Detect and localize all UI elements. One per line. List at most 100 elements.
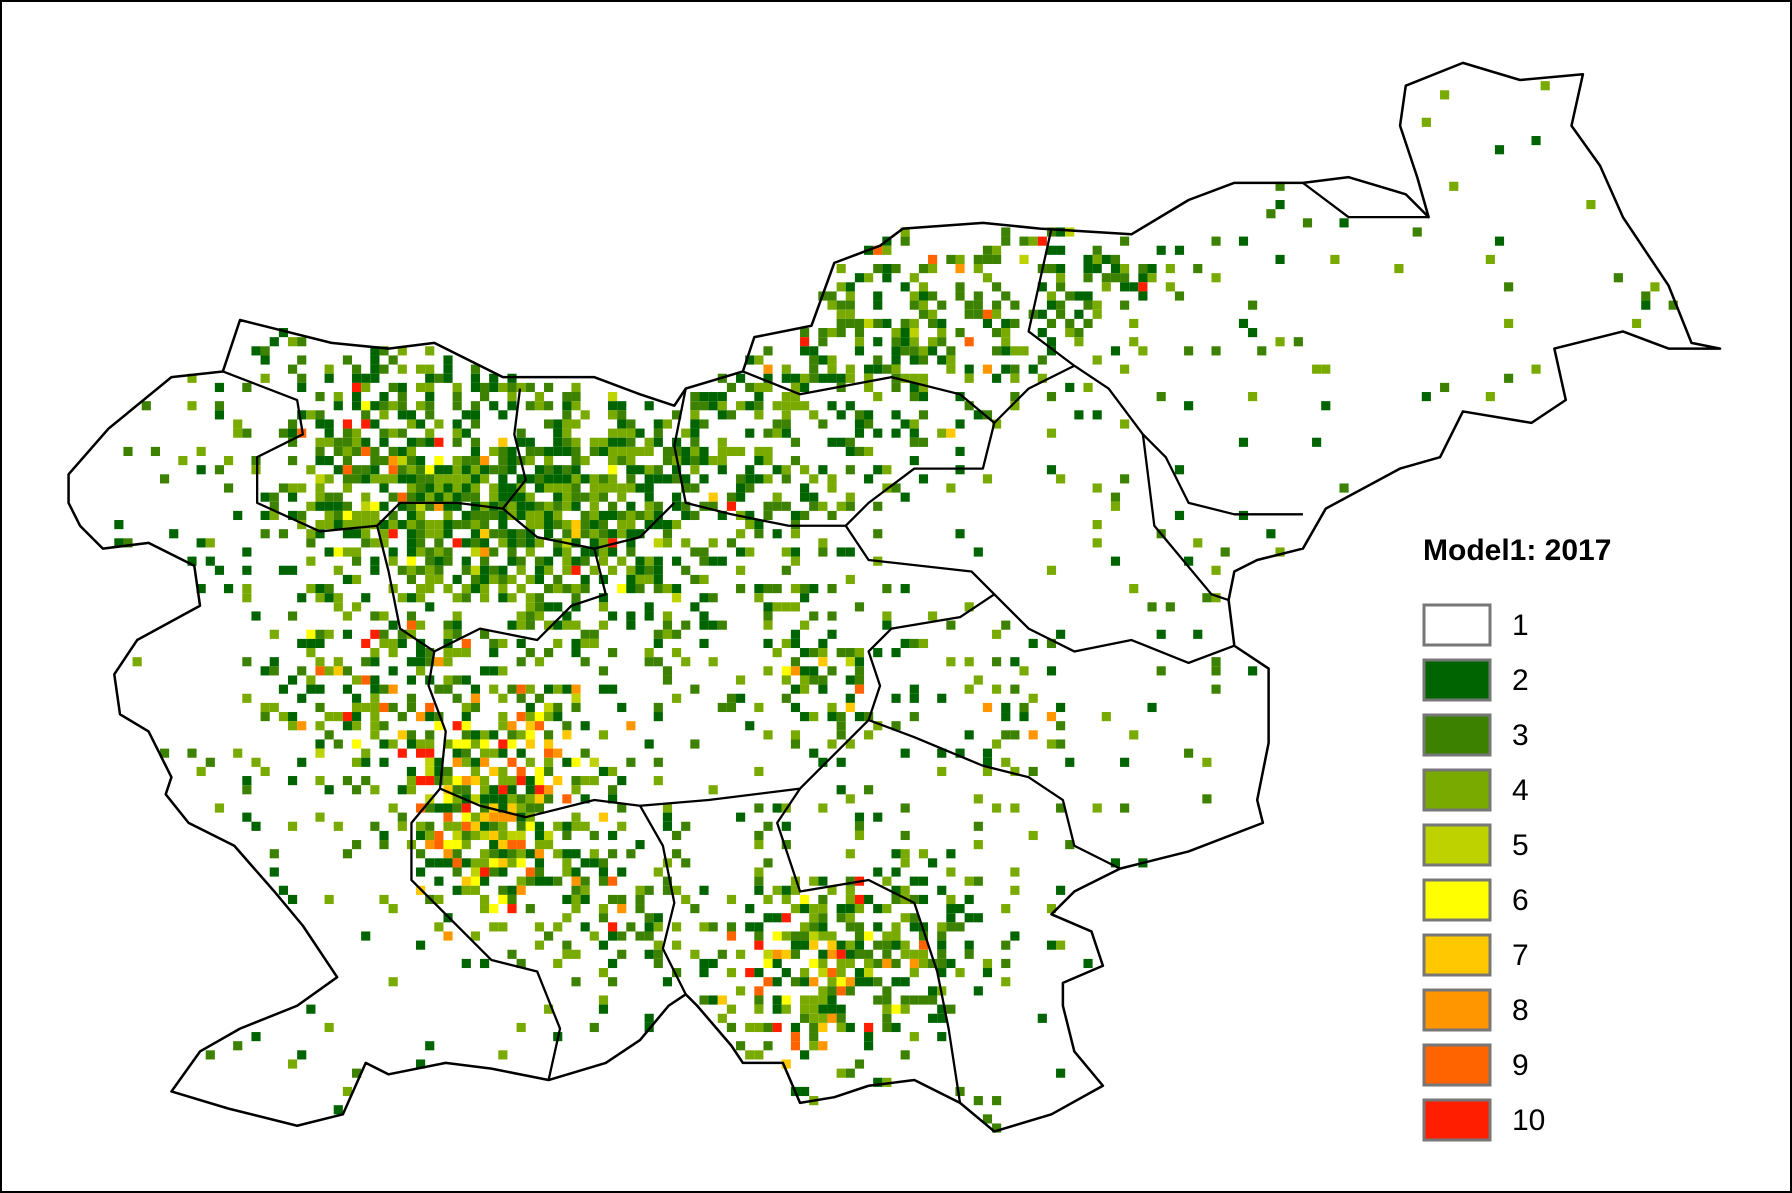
cell: [379, 684, 389, 694]
cell: [260, 712, 270, 722]
cell: [827, 291, 837, 301]
cell: [315, 529, 325, 539]
cell: [562, 392, 572, 402]
cell: [196, 584, 206, 594]
cell: [315, 520, 325, 530]
cell: [818, 968, 828, 978]
cell: [534, 794, 545, 804]
cell: [845, 492, 855, 502]
cell: [790, 977, 801, 987]
cell: [955, 392, 965, 402]
cell: [800, 1004, 810, 1014]
cell: [342, 721, 353, 731]
cell: [352, 757, 362, 767]
cell: [937, 885, 947, 895]
cell: [333, 465, 343, 475]
cell: [461, 702, 471, 713]
cell: [845, 894, 855, 905]
cell: [525, 684, 535, 694]
cell: [1028, 766, 1038, 777]
cell: [763, 474, 773, 484]
cell: [580, 885, 590, 895]
cell: [534, 922, 545, 932]
cell: [571, 556, 581, 566]
cell: [754, 702, 764, 713]
cell: [1010, 364, 1020, 374]
cell: [352, 510, 362, 521]
cell: [379, 721, 389, 731]
cell: [489, 730, 499, 740]
cell: [1110, 254, 1121, 265]
cell: [589, 538, 599, 548]
cell: [498, 483, 508, 493]
cell: [891, 922, 901, 932]
cell: [891, 885, 901, 895]
cell: [836, 730, 846, 740]
cell: [452, 611, 462, 621]
cell: [187, 748, 197, 758]
cell: [397, 346, 407, 356]
cell: [470, 520, 481, 530]
cell: [443, 812, 453, 822]
cell: [845, 657, 855, 667]
cell: [882, 949, 892, 959]
cell: [361, 529, 371, 539]
cell: [909, 876, 919, 886]
cell: [534, 510, 545, 521]
cell: [580, 520, 590, 530]
cell: [288, 1059, 298, 1069]
cell: [470, 794, 481, 804]
cell: [498, 529, 508, 539]
cell: [745, 904, 755, 914]
cell: [388, 529, 398, 539]
cell: [233, 748, 243, 758]
cell: [352, 382, 362, 393]
cell: [342, 465, 353, 475]
cell: [955, 282, 965, 292]
cell: [891, 958, 901, 969]
cell: [608, 392, 618, 402]
cell: [416, 474, 426, 484]
cell: [416, 501, 426, 511]
cell: [598, 437, 609, 447]
cell: [662, 611, 673, 621]
cell: [434, 712, 444, 722]
cell: [790, 684, 801, 694]
region-border: [993, 593, 1235, 665]
cell: [982, 273, 993, 283]
cell: [498, 712, 508, 722]
cell: [397, 730, 407, 740]
cell: [854, 657, 865, 667]
cell: [324, 785, 334, 795]
cell: [626, 611, 636, 621]
cell: [416, 849, 426, 859]
cell: [544, 510, 554, 521]
cell: [836, 968, 846, 978]
cell: [845, 940, 855, 950]
cell: [333, 401, 343, 411]
cell: [964, 602, 974, 612]
cell: [864, 446, 874, 457]
cell: [1019, 666, 1029, 676]
cell: [928, 611, 938, 621]
cell: [571, 785, 581, 795]
cell: [260, 529, 270, 539]
cell: [315, 702, 325, 713]
cell: [324, 437, 334, 447]
cell: [754, 766, 764, 777]
cell: [690, 684, 700, 694]
cell: [790, 392, 801, 402]
cell: [772, 995, 782, 1005]
cell: [973, 309, 983, 319]
cell: [315, 666, 325, 676]
cell: [827, 1013, 837, 1023]
cell: [498, 830, 508, 841]
cell: [644, 501, 654, 511]
cell: [416, 510, 426, 521]
cell: [900, 977, 910, 987]
cell: [461, 538, 471, 548]
cell: [900, 318, 910, 329]
cell: [434, 565, 444, 575]
cell: [873, 318, 883, 329]
region-border: [410, 787, 562, 1081]
